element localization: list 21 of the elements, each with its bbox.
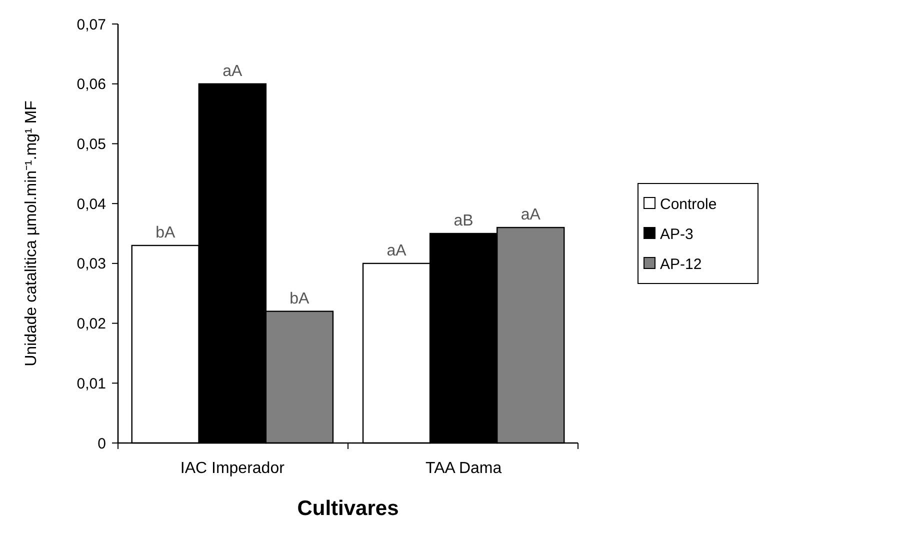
x-tick-label: IAC Imperador: [180, 460, 286, 477]
y-tick-label: 0,01: [76, 375, 106, 392]
y-tick-label: 0,04: [76, 196, 106, 213]
data-label: aA: [520, 206, 541, 224]
x-tick-label: TAA Dama: [425, 460, 502, 477]
y-tick-label: 0: [98, 435, 106, 452]
data-label: bA: [156, 224, 176, 242]
y-tick-label: 0,03: [76, 256, 106, 273]
legend-label: AP-12: [660, 256, 702, 273]
data-label: aB: [454, 212, 474, 230]
y-tick-label: 0,05: [76, 136, 106, 153]
legend-label: Controle: [660, 196, 717, 213]
legend-label: AP-3: [660, 226, 694, 243]
y-axis-title: Unidade catalitica µmol.min⁻¹.mg¹ MF: [23, 100, 40, 366]
y-tick-label: 0,07: [76, 16, 106, 34]
data-label: bA: [290, 290, 310, 308]
data-label: aA: [386, 242, 407, 260]
y-tick-label: 0,06: [76, 76, 106, 94]
data-label: aA: [222, 62, 243, 80]
y-tick-label: 0,02: [76, 316, 106, 333]
x-axis-title: Cultivares: [297, 497, 399, 520]
